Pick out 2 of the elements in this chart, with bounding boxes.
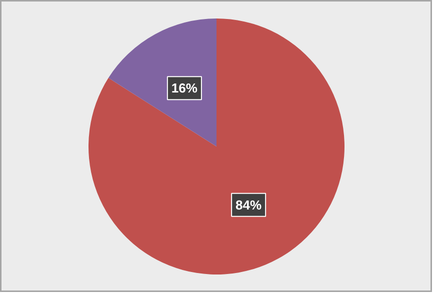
data-label: 84% (236, 197, 262, 212)
data-label: 16% (171, 80, 198, 96)
